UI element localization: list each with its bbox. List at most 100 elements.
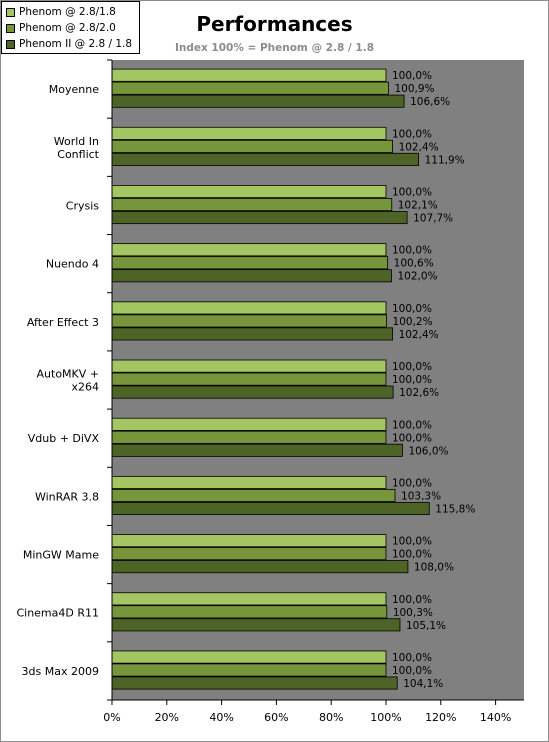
- category-label: After Effect 3: [27, 316, 99, 329]
- bar: [111, 443, 403, 457]
- data-label: 105,1%: [406, 620, 446, 632]
- x-tick-label: 140%: [480, 711, 511, 724]
- chart-title: Performances: [196, 12, 353, 36]
- bar: [111, 650, 387, 664]
- data-label: 100,0%: [392, 128, 432, 140]
- category-label: MinGW Mame: [23, 549, 99, 562]
- x-tick-label: 60%: [264, 711, 288, 724]
- data-label: 100,0%: [392, 361, 432, 373]
- data-label: 100,0%: [392, 665, 432, 677]
- bar: [111, 501, 430, 515]
- bar: [111, 243, 387, 257]
- data-label: 103,3%: [401, 490, 441, 502]
- legend-item-phenom-ii: Phenom II @ 2.8 / 1.8: [2, 36, 139, 52]
- data-label: 100,3%: [393, 607, 433, 619]
- bar: [111, 256, 389, 270]
- bar: [111, 139, 393, 153]
- legend-item-phenom-2-8-2-0: Phenom @ 2.8/2.0: [2, 20, 139, 36]
- bar: [111, 185, 387, 199]
- data-label: 108,0%: [414, 562, 454, 574]
- bar: [111, 301, 387, 315]
- bar: [111, 534, 387, 548]
- bar: [111, 430, 387, 444]
- data-label: 102,0%: [397, 271, 437, 283]
- x-tick-label: 0%: [103, 711, 120, 724]
- x-tick-label: 100%: [370, 711, 401, 724]
- legend-swatch: [6, 23, 15, 33]
- bar: [111, 605, 388, 619]
- bar: [111, 417, 387, 431]
- bar: [111, 663, 387, 677]
- x-tick-label: 40%: [209, 711, 233, 724]
- legend-label: Phenom @ 2.8/1.8: [19, 6, 116, 18]
- legend-item-phenom-2-8-1-8: Phenom @ 2.8/1.8: [2, 4, 139, 20]
- data-label: 100,0%: [392, 477, 432, 489]
- data-label: 107,7%: [413, 213, 453, 225]
- data-label: 102,4%: [399, 141, 439, 153]
- bar: [111, 547, 387, 561]
- data-label: 100,0%: [392, 374, 432, 386]
- bar: [111, 269, 392, 283]
- legend-swatch: [6, 39, 15, 49]
- bar: [111, 618, 401, 632]
- data-label: 111,9%: [425, 154, 465, 166]
- x-tick-label: 80%: [319, 711, 343, 724]
- category-label: 3ds Max 2009: [22, 665, 99, 678]
- bar: [111, 327, 393, 341]
- category-label: Crysis: [66, 199, 100, 212]
- category-label: Cinema4D R11: [16, 607, 99, 620]
- data-label: 100,0%: [392, 432, 432, 444]
- bar: [111, 592, 387, 606]
- data-label: 100,0%: [392, 303, 432, 315]
- bar: [111, 81, 389, 95]
- bar: [111, 359, 387, 373]
- data-label: 106,0%: [408, 445, 448, 457]
- x-tick-label: 20%: [155, 711, 179, 724]
- category-label: Vdub + DiVX: [28, 432, 100, 445]
- legend-swatch: [6, 7, 15, 17]
- bar: [111, 676, 398, 690]
- bar: [111, 94, 405, 108]
- bar: [111, 152, 420, 166]
- data-label: 100,0%: [392, 187, 432, 199]
- data-label: 102,1%: [398, 200, 438, 212]
- legend-label: Phenom II @ 2.8 / 1.8: [19, 38, 133, 50]
- data-label: 100,0%: [392, 549, 432, 561]
- data-label: 100,0%: [392, 652, 432, 664]
- data-label: 100,0%: [392, 594, 432, 606]
- data-label: 106,6%: [410, 96, 450, 108]
- bar: [111, 475, 387, 489]
- data-label: 100,0%: [392, 536, 432, 548]
- legend-label: Phenom @ 2.8/2.0: [19, 22, 116, 34]
- bar: [111, 560, 409, 574]
- category-label: Nuendo 4: [46, 258, 99, 271]
- bar: [111, 211, 408, 225]
- data-label: 100,0%: [392, 419, 432, 431]
- category-label: Conflict: [57, 148, 99, 161]
- data-label: 115,8%: [435, 503, 475, 515]
- data-label: 100,0%: [392, 245, 432, 257]
- data-label: 100,9%: [394, 83, 434, 95]
- data-label: 102,4%: [399, 329, 439, 341]
- x-tick-label: 120%: [425, 711, 456, 724]
- data-label: 100,6%: [394, 258, 434, 270]
- bar: [111, 385, 394, 399]
- chart-subtitle: Index 100% = Phenom @ 2.8 / 1.8: [174, 42, 375, 54]
- data-label: 100,2%: [393, 316, 433, 328]
- category-label: AutoMKV +: [37, 368, 99, 381]
- category-label: Moyenne: [49, 83, 99, 96]
- category-label: World In: [54, 135, 99, 148]
- bar: [111, 198, 393, 212]
- bar: [111, 314, 387, 328]
- bar: [111, 126, 387, 140]
- category-label: WinRAR 3.8: [35, 490, 99, 503]
- data-label: 100,0%: [392, 70, 432, 82]
- data-label: 104,1%: [403, 678, 443, 690]
- bar: [111, 68, 387, 82]
- category-label: x264: [71, 381, 99, 394]
- bar: [111, 372, 387, 386]
- legend: Phenom @ 2.8/1.8 Phenom @ 2.8/2.0 Phenom…: [1, 1, 140, 54]
- bar: [111, 488, 396, 502]
- data-label: 102,6%: [399, 387, 439, 399]
